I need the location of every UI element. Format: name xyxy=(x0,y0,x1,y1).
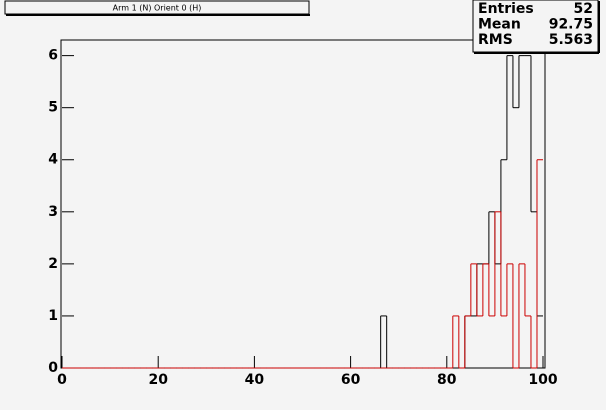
x-tick-label: 60 xyxy=(341,372,361,388)
y-tick-label: 0 xyxy=(48,360,58,376)
x-tick-label: 100 xyxy=(528,372,557,388)
y-tick-label: 5 xyxy=(48,100,58,116)
x-tick-label: 0 xyxy=(57,372,67,388)
y-tick-label: 4 xyxy=(48,152,58,168)
y-tick-label: 2 xyxy=(48,256,58,272)
x-tick-label: 40 xyxy=(245,372,265,388)
y-tick-label: 6 xyxy=(48,48,58,64)
chart-title: Arm 1 (N) Orient 0 (H) xyxy=(113,4,202,13)
x-tick-label: 20 xyxy=(148,372,168,388)
y-tick-label: 1 xyxy=(48,308,58,324)
stats-label: Mean xyxy=(478,17,521,33)
y-tick-label: 3 xyxy=(48,204,58,220)
stats-box xyxy=(472,0,599,53)
stats-value: 5.563 xyxy=(549,32,593,48)
stats-value: 92.75 xyxy=(549,17,593,33)
x-tick-label: 80 xyxy=(437,372,457,388)
stats-label: Entries xyxy=(478,1,534,17)
stats-value: 52 xyxy=(574,1,593,17)
plot-frame xyxy=(60,39,546,369)
stats-label: RMS xyxy=(478,32,513,48)
